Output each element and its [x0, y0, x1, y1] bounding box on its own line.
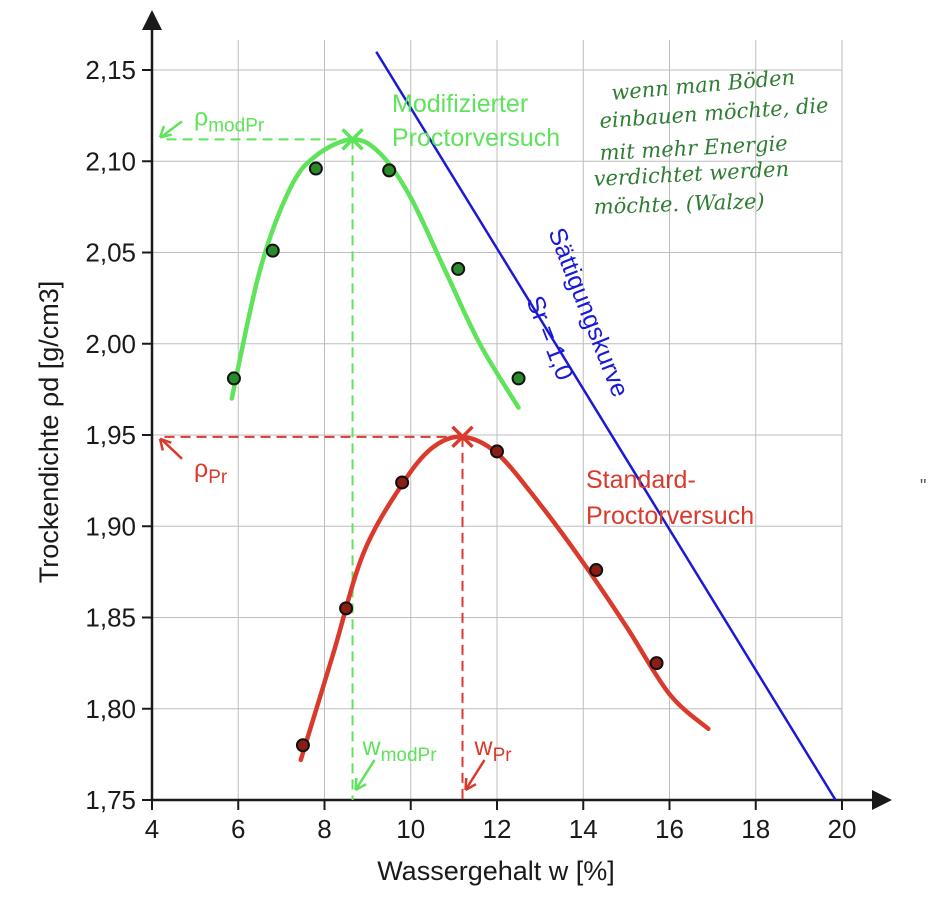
- std-point: [339, 601, 354, 616]
- std-rho-arrow: [161, 438, 183, 460]
- mod-curve: [229, 137, 521, 410]
- mod-point: [308, 161, 323, 176]
- grid: [152, 40, 843, 800]
- mod-point: [382, 163, 397, 178]
- x-tick-label: 16: [655, 814, 684, 844]
- std-series-label-2: Proctorversuch: [586, 502, 754, 530]
- y-tick-label: 1,85: [85, 603, 136, 633]
- mod-rho-label: ρmodPr: [194, 103, 265, 136]
- x-tick-label: 6: [231, 814, 245, 844]
- mod-w-sub: modPr: [381, 745, 438, 766]
- y-tick-label: 1,90: [85, 511, 136, 541]
- y-tick-label: 1,75: [85, 785, 136, 815]
- saturation-label-2: Sr = 1,0: [520, 292, 578, 384]
- std-w-arrow: [464, 759, 486, 791]
- std-point: [490, 444, 504, 459]
- saturation-sr-label: Sr = 1,0: [520, 292, 578, 384]
- mod-optimum-marker: [341, 128, 364, 151]
- x-tick-label: 4: [145, 814, 159, 844]
- y-axis-title: Trockendichte ρd [g/cm3]: [34, 281, 64, 583]
- y-tick-label: 2,10: [85, 146, 136, 176]
- mod-rho-arrowhead: [158, 125, 172, 139]
- std-w-arrowhead: [464, 777, 477, 792]
- y-tick-label: 2,00: [85, 329, 136, 359]
- x-tick-label: 8: [317, 814, 331, 844]
- x-tick-label: 10: [396, 814, 425, 844]
- y-tick-label: 2,05: [85, 238, 136, 268]
- mod-w-arrowhead: [354, 777, 367, 792]
- stray-mark: ": [920, 476, 926, 496]
- x-tick-label: 14: [569, 814, 598, 844]
- x-axis-title: Wassergehalt w [%]: [377, 856, 615, 886]
- std-w-sub: Pr: [493, 745, 513, 766]
- mod-rho-sub: modPr: [208, 115, 265, 136]
- mod-point: [265, 243, 280, 258]
- std-point: [649, 656, 664, 671]
- std-point: [395, 475, 410, 490]
- axes: 4 6 8 10 12 14 16 18 20 1,75 1,80 1,85 1,90 1,95 2,00 2…: [85, 10, 892, 844]
- std-rho-sub: Pr: [208, 467, 228, 488]
- std-rho-arrowhead: [158, 437, 172, 451]
- y-tick-label: 1,95: [85, 420, 136, 450]
- mod-w-arrow: [354, 759, 376, 791]
- saturation-line: [375, 51, 837, 801]
- mod-point: [226, 371, 241, 386]
- std-series-label-1: Standard-: [586, 466, 696, 494]
- mod-point: [451, 261, 466, 276]
- std-point: [295, 738, 310, 753]
- note-line-5: möchte. (Walze): [593, 189, 765, 219]
- std-curve: [298, 434, 711, 763]
- handwritten-note: wenn man Böden einbauen möchte, die mit …: [593, 65, 829, 219]
- x-tick-label: 12: [483, 814, 512, 844]
- std-rho-label: ρPr: [194, 455, 228, 488]
- y-tick-label: 1,80: [85, 694, 136, 724]
- y-tick-label: 2,15: [85, 55, 136, 85]
- mod-point: [511, 371, 526, 386]
- mod-series-label-1: Modifizierter: [392, 90, 528, 118]
- x-tick-label: 20: [828, 814, 857, 844]
- mod-series-label-2: Proctorversuch: [392, 124, 560, 152]
- std-point: [589, 563, 604, 578]
- std-optimum-marker: [451, 425, 474, 449]
- std-w-label: wPr: [474, 733, 513, 766]
- mod-rho-arrow: [161, 120, 183, 138]
- x-tick-label: 18: [741, 814, 770, 844]
- series: [162, 51, 837, 801]
